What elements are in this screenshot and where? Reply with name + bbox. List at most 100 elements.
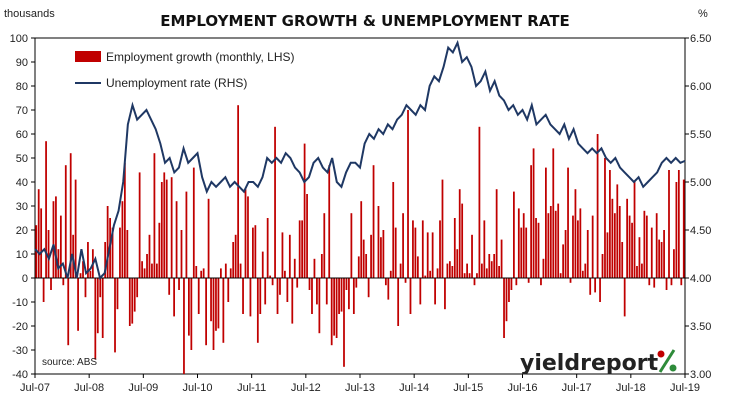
source-note: source: ABS: [42, 357, 97, 368]
employment-bar: [419, 278, 422, 305]
y-right-tick-label: 6.00: [690, 81, 711, 93]
employment-bar: [318, 278, 321, 334]
employment-bar: [631, 222, 633, 278]
employment-bar: [618, 206, 621, 278]
employment-bar: [557, 203, 560, 278]
y-left-tick-label: 20: [16, 225, 28, 237]
employment-bar: [537, 222, 540, 278]
employment-bar: [412, 220, 414, 278]
employment-bar: [62, 278, 65, 286]
employment-bar: [586, 230, 589, 278]
employment-bar: [330, 278, 333, 346]
employment-bar: [515, 278, 518, 286]
employment-bar: [530, 165, 532, 278]
y-left-tick-label: 30: [16, 201, 28, 213]
employment-bar: [202, 268, 205, 278]
employment-bar: [451, 266, 454, 278]
employment-bar: [352, 278, 355, 314]
y-right-tick-label: 4.00: [690, 273, 711, 285]
employment-bar: [190, 278, 193, 350]
employment-bar: [227, 278, 230, 302]
employment-bar: [288, 234, 291, 278]
employment-bar: [323, 213, 326, 278]
y-left-tick-label: 10: [16, 249, 28, 261]
employment-bar: [311, 278, 313, 314]
employment-bar: [448, 261, 451, 278]
y-left-tick-label: -20: [12, 321, 28, 333]
y-left-tick-label: -10: [12, 297, 28, 309]
employment-bar: [114, 278, 116, 353]
employment-bar: [564, 230, 567, 278]
employment-bar: [377, 206, 380, 278]
y-left-tick-label: -30: [12, 345, 28, 357]
employment-bar: [136, 278, 139, 298]
employment-bar: [638, 237, 641, 278]
employment-bar: [613, 213, 616, 278]
employment-bar: [621, 242, 624, 278]
legend-label-unemployment: Unemployment rate (RHS): [106, 76, 247, 90]
employment-bar: [252, 227, 254, 278]
employment-bar: [131, 278, 134, 324]
employment-bar: [446, 263, 449, 278]
employment-bar: [508, 278, 510, 302]
employment-bar: [183, 278, 185, 374]
employment-bar: [424, 275, 427, 278]
employment-bar: [320, 254, 323, 278]
employment-bar: [365, 254, 368, 278]
employment-bar: [616, 184, 619, 278]
percent-logo-icon: [657, 349, 677, 373]
y-right-tick-label: 5.00: [690, 177, 711, 189]
unemployment-rate-line: [34, 39, 686, 281]
employment-bar: [249, 278, 252, 317]
employment-bar: [84, 278, 87, 298]
employment-bar: [178, 278, 180, 290]
employment-bar: [293, 258, 296, 278]
employment-bar: [559, 273, 562, 278]
employment-bar: [229, 268, 232, 278]
employment-bar: [79, 273, 82, 278]
employment-bar: [175, 201, 178, 278]
legend-swatch-employment: [75, 51, 101, 62]
employment-bar: [668, 170, 670, 278]
employment-bar: [648, 278, 651, 286]
employment-bar: [163, 172, 166, 278]
employment-bar: [609, 170, 611, 278]
employment-bar: [399, 263, 402, 278]
x-tick-label: Jul-19: [670, 382, 700, 394]
employment-bar: [74, 179, 77, 278]
y-left-tick-label: 0: [22, 273, 28, 285]
employment-bar: [87, 242, 89, 278]
employment-bar: [414, 227, 417, 278]
employment-bar: [682, 179, 685, 278]
employment-bar: [663, 230, 665, 278]
employment-bar: [264, 278, 267, 305]
x-tick-label: Jul-10: [183, 382, 213, 394]
employment-bar: [372, 165, 375, 278]
employment-bar: [173, 278, 175, 317]
employment-bar: [500, 239, 503, 278]
employment-bar: [655, 213, 658, 278]
employment-bar: [453, 218, 456, 278]
employment-bar: [596, 134, 599, 278]
employment-bar: [641, 263, 643, 278]
employment-bar: [392, 182, 395, 278]
employment-bar: [126, 230, 129, 278]
employment-bar: [271, 278, 274, 286]
employment-bar: [89, 270, 92, 278]
employment-bar: [52, 201, 55, 278]
employment-bar: [298, 220, 301, 278]
employment-bar: [343, 278, 345, 367]
employment-bar: [527, 278, 530, 283]
employment-bar: [572, 215, 574, 278]
employment-bar: [40, 208, 43, 278]
employment-bar: [256, 278, 259, 343]
y-left-tick-label: 100: [10, 33, 28, 45]
employment-bar: [128, 278, 131, 326]
y-left-tick-label: -40: [12, 369, 28, 381]
employment-bar: [82, 261, 84, 278]
y-right-tick-label: 6.50: [690, 33, 711, 45]
employment-bar: [505, 278, 508, 322]
employment-bar: [55, 196, 57, 278]
employment-bar: [387, 278, 390, 300]
